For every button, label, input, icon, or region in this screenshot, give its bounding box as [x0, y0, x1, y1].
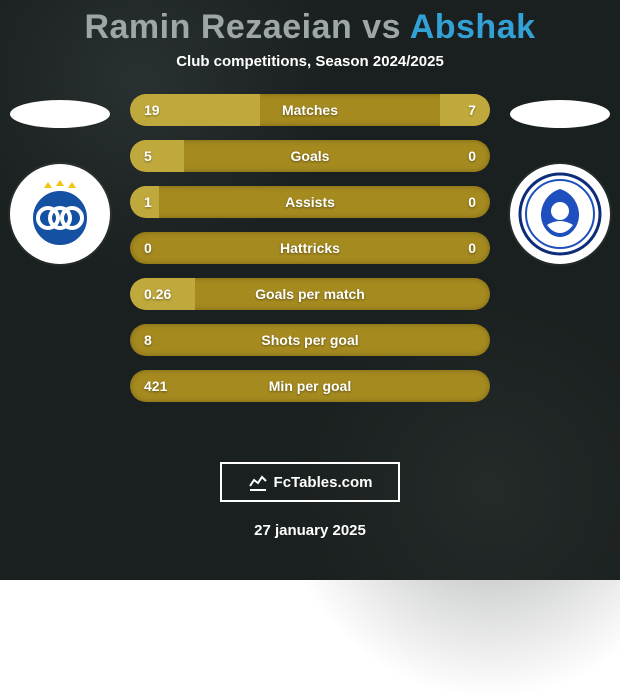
stat-fill-left: [130, 140, 184, 172]
crest-right: [510, 164, 610, 264]
stat-value-left: 1: [144, 194, 152, 210]
stat-bar: 421 Min per goal: [130, 370, 490, 402]
stat-label: Goals: [291, 148, 330, 164]
ellipse-accent-right: [510, 100, 610, 128]
ellipse-accent-left: [10, 100, 110, 128]
stat-value-left: 421: [144, 378, 167, 394]
stat-label: Hattricks: [280, 240, 340, 256]
stat-value-right: 0: [468, 240, 476, 256]
stat-value-right: 7: [468, 102, 476, 118]
stat-value-left: 8: [144, 332, 152, 348]
stat-bar: 5 Goals 0: [130, 140, 490, 172]
stat-value-right: 0: [468, 148, 476, 164]
stat-bar: 19 Matches 7: [130, 94, 490, 126]
stat-value-left: 0.26: [144, 286, 171, 302]
stat-bar: 0.26 Goals per match: [130, 278, 490, 310]
title-player-left: Ramin Rezaeian: [84, 8, 352, 46]
comparison-body: 19 Matches 7 5 Goals 0 1 Assists 0 0 Hattricks 0 0.2…: [0, 94, 620, 434]
stat-bars: 19 Matches 7 5 Goals 0 1 Assists 0 0 Hattricks 0 0.2…: [130, 94, 490, 402]
brand-text: FcTables.com: [274, 474, 373, 491]
stat-label: Shots per goal: [261, 332, 358, 348]
stat-bar: 1 Assists 0: [130, 186, 490, 218]
crest-right-svg: [520, 174, 600, 254]
crest-left-svg: [32, 180, 88, 246]
crest-left: [10, 164, 110, 264]
stat-label: Assists: [285, 194, 335, 210]
stat-label: Min per goal: [269, 378, 351, 394]
stat-label: Goals per match: [255, 286, 365, 302]
team-badge-left: [0, 94, 120, 264]
page-title: Ramin Rezaeian vs Abshak: [0, 0, 620, 47]
stat-bar: 8 Shots per goal: [130, 324, 490, 356]
title-vs: vs: [362, 8, 410, 46]
team-badge-right: [500, 94, 620, 264]
date-text: 27 january 2025: [0, 522, 620, 539]
stat-value-left: 19: [144, 102, 160, 118]
stat-value-left: 0: [144, 240, 152, 256]
stat-bar: 0 Hattricks 0: [130, 232, 490, 264]
stat-value-right: 0: [468, 194, 476, 210]
title-player-right: Abshak: [410, 8, 536, 46]
stat-fill-right: [440, 94, 490, 126]
brand-box: FcTables.com: [220, 462, 400, 502]
brand-chart-icon: [248, 472, 268, 492]
stat-value-left: 5: [144, 148, 152, 164]
stat-label: Matches: [282, 102, 338, 118]
subtitle: Club competitions, Season 2024/2025: [0, 53, 620, 70]
